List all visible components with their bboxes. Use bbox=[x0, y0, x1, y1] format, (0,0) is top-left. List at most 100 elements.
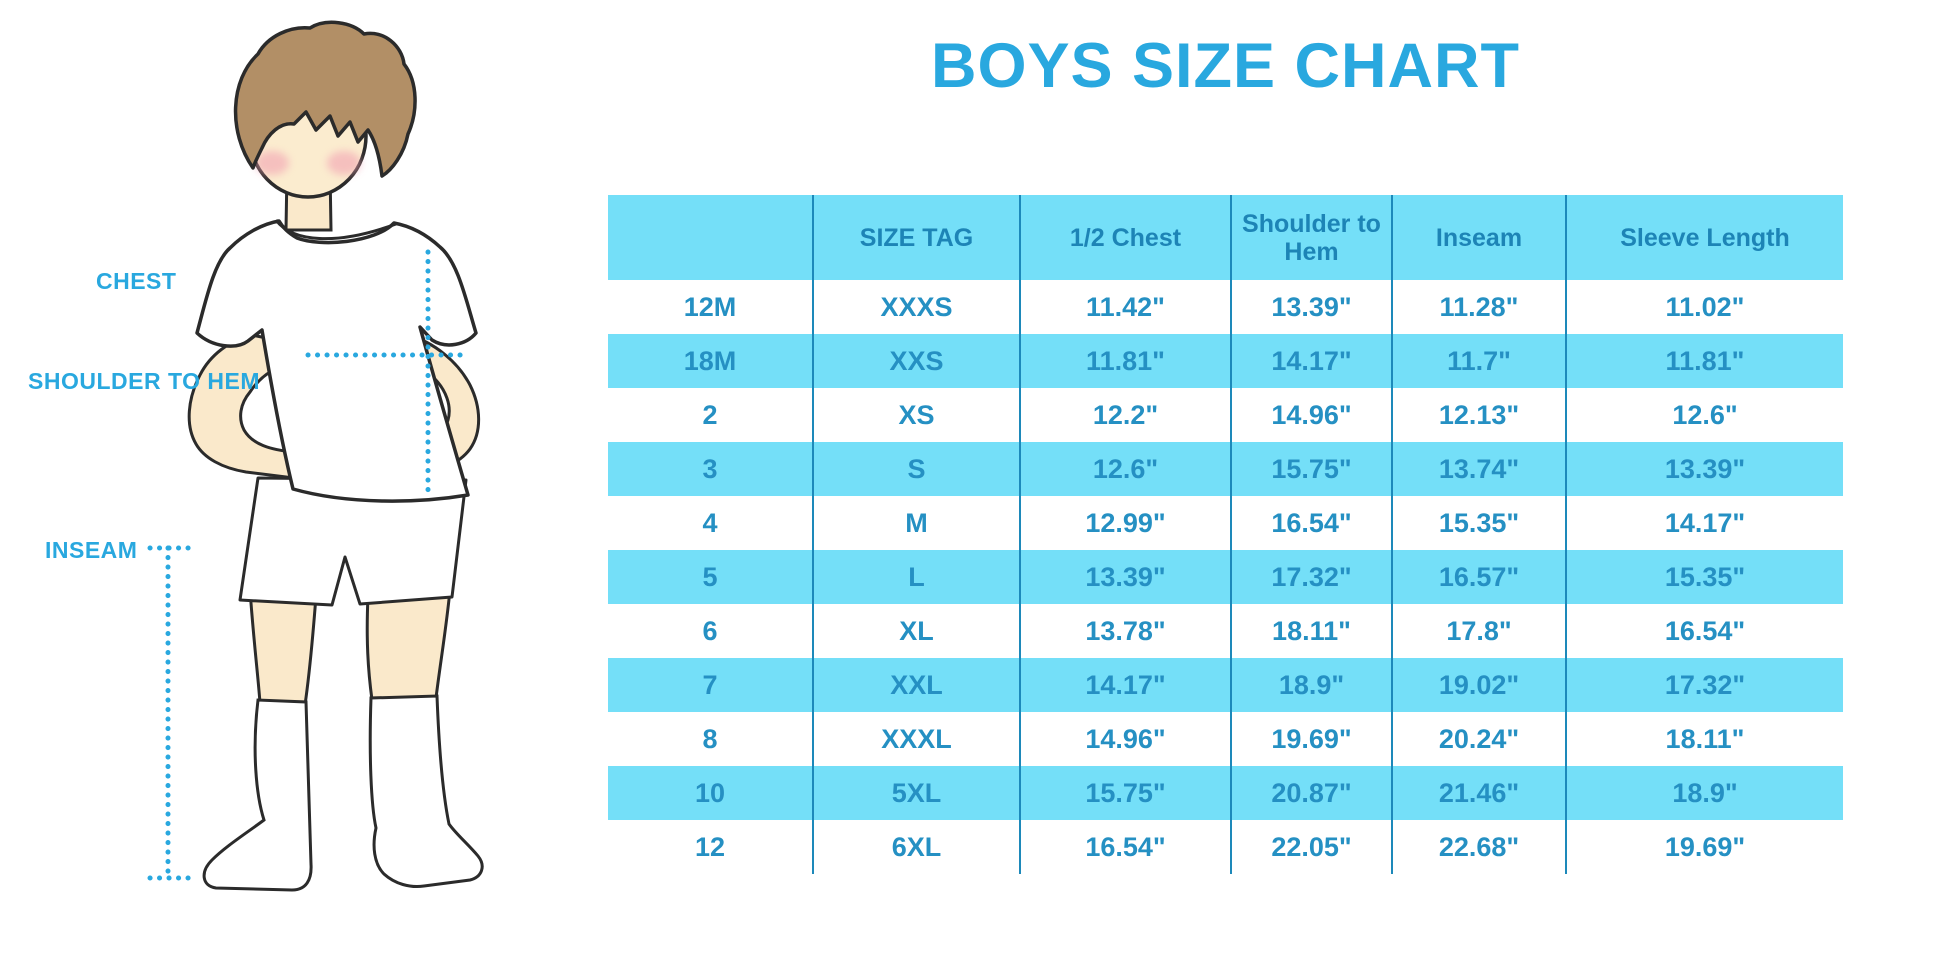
table-row: 6 XL 13.78" 18.11" 17.8" 16.54" bbox=[608, 604, 1843, 658]
boy-blush-right bbox=[327, 151, 361, 175]
table-cell: 12M bbox=[683, 291, 737, 322]
table-row: 18M XXS 11.81" 14.17" 11.7" 11.81" bbox=[608, 334, 1843, 388]
boy-blush-left bbox=[255, 151, 289, 175]
table-cell: M bbox=[812, 496, 1019, 550]
table-cell: 12.6" bbox=[1565, 388, 1843, 442]
table-cell: 15.35" bbox=[1565, 550, 1843, 604]
table-cell: 12 bbox=[694, 831, 726, 862]
table-cell: 16.57" bbox=[1391, 550, 1565, 604]
table-cell: 11.28" bbox=[1391, 280, 1565, 334]
table-cell: 16.54" bbox=[1565, 604, 1843, 658]
table-cell: XS bbox=[812, 388, 1019, 442]
header-cell-inseam: Inseam bbox=[1391, 195, 1565, 280]
table-cell: 12.99" bbox=[1019, 496, 1230, 550]
table-cell: 21.46" bbox=[1391, 766, 1565, 820]
table-cell: 13.78" bbox=[1019, 604, 1230, 658]
boy-shorts bbox=[238, 476, 468, 607]
table-cell: 3 bbox=[702, 453, 718, 484]
header-cell-sleeve-length: Sleeve Length bbox=[1565, 195, 1843, 280]
table-cell: 12.2" bbox=[1019, 388, 1230, 442]
boy-left-sock bbox=[202, 698, 313, 892]
table-cell: 17.8" bbox=[1391, 604, 1565, 658]
table-cell: 14.17" bbox=[1565, 496, 1843, 550]
boy-measurement-figure: CHEST SHOULDER TO HEM INSEAM bbox=[0, 0, 580, 973]
table-cell: 18.11" bbox=[1230, 604, 1391, 658]
shoulder-to-hem-label: SHOULDER TO HEM bbox=[28, 368, 260, 394]
boy-shirt-collar bbox=[274, 219, 397, 241]
table-cell: 22.05" bbox=[1230, 820, 1391, 874]
table-cell: 7 bbox=[702, 669, 718, 700]
table-cell: 6 bbox=[702, 615, 718, 646]
table-row: 4 M 12.99" 16.54" 15.35" 14.17" bbox=[608, 496, 1843, 550]
table-cell: 8 bbox=[702, 723, 718, 754]
header-cell-blank bbox=[608, 195, 812, 280]
table-cell: 19.02" bbox=[1391, 658, 1565, 712]
table-cell: 5XL bbox=[812, 766, 1019, 820]
table-row: 5 L 13.39" 17.32" 16.57" 15.35" bbox=[608, 550, 1843, 604]
table-cell: 14.17" bbox=[1019, 658, 1230, 712]
table-cell: 19.69" bbox=[1230, 712, 1391, 766]
table-cell: 16.54" bbox=[1019, 820, 1230, 874]
chest-label: CHEST bbox=[96, 268, 177, 294]
boy-hair bbox=[233, 20, 417, 178]
table-cell: 15.75" bbox=[1230, 442, 1391, 496]
table-cell: 13.39" bbox=[1230, 280, 1391, 334]
header-cell-size-tag: SIZE TAG bbox=[812, 195, 1019, 280]
size-table: SIZE TAG 1/2 Chest Shoulder to Hem Insea… bbox=[608, 195, 1843, 874]
table-header-row: SIZE TAG 1/2 Chest Shoulder to Hem Insea… bbox=[608, 195, 1843, 280]
table-cell: 18M bbox=[683, 345, 737, 376]
table-cell: 13.74" bbox=[1391, 442, 1565, 496]
table-cell: 17.32" bbox=[1230, 550, 1391, 604]
table-cell: 18.9" bbox=[1565, 766, 1843, 820]
boy-right-leg bbox=[365, 588, 452, 702]
table-cell: 12.13" bbox=[1391, 388, 1565, 442]
table-row: 8 XXXL 14.96" 19.69" 20.24" 18.11" bbox=[608, 712, 1843, 766]
boy-left-leg bbox=[248, 588, 318, 707]
table-cell: 11.02" bbox=[1565, 280, 1843, 334]
table-cell: XXL bbox=[812, 658, 1019, 712]
table-cell: 19.69" bbox=[1565, 820, 1843, 874]
table-cell: 17.32" bbox=[1565, 658, 1843, 712]
table-cell: 20.87" bbox=[1230, 766, 1391, 820]
table-cell: 18.11" bbox=[1565, 712, 1843, 766]
header-cell-shoulder-hem: Shoulder to Hem bbox=[1230, 195, 1391, 280]
table-cell: 14.96" bbox=[1230, 388, 1391, 442]
inseam-label: INSEAM bbox=[45, 537, 138, 563]
table-cell: 5 bbox=[702, 561, 718, 592]
table-cell: 12.6" bbox=[1019, 442, 1230, 496]
table-row: 3 S 12.6" 15.75" 13.74" 13.39" bbox=[608, 442, 1843, 496]
table-cell: 11.81" bbox=[1019, 334, 1230, 388]
table-cell: L bbox=[812, 550, 1019, 604]
table-cell: XXS bbox=[812, 334, 1019, 388]
header-cell-half-chest: 1/2 Chest bbox=[1019, 195, 1230, 280]
size-table-body: 12M XXXS 11.42" 13.39" 11.28" 11.02" 18M XXS 11.… bbox=[608, 280, 1843, 874]
boy-illustration bbox=[147, 20, 484, 892]
table-cell: XXXL bbox=[812, 712, 1019, 766]
table-row: 12 6XL 16.54" 22.05" 22.68" 19.69" bbox=[608, 820, 1843, 874]
table-cell: 13.39" bbox=[1565, 442, 1843, 496]
table-cell: 4 bbox=[702, 507, 718, 538]
table-cell: 11.7" bbox=[1391, 334, 1565, 388]
boy-right-sock bbox=[368, 694, 484, 888]
boy-shirt bbox=[195, 219, 478, 503]
table-cell: 14.96" bbox=[1019, 712, 1230, 766]
table-cell: XXXS bbox=[812, 280, 1019, 334]
table-cell: XL bbox=[812, 604, 1019, 658]
table-cell: 10 bbox=[694, 777, 726, 808]
table-cell: 22.68" bbox=[1391, 820, 1565, 874]
table-cell: 18.9" bbox=[1230, 658, 1391, 712]
table-cell: S bbox=[812, 442, 1019, 496]
table-cell: 20.24" bbox=[1391, 712, 1565, 766]
table-row: 7 XXL 14.17" 18.9" 19.02" 17.32" bbox=[608, 658, 1843, 712]
table-cell: 11.81" bbox=[1565, 334, 1843, 388]
table-cell: 15.35" bbox=[1391, 496, 1565, 550]
table-cell: 6XL bbox=[812, 820, 1019, 874]
table-cell: 2 bbox=[702, 399, 718, 430]
table-row: 12M XXXS 11.42" 13.39" 11.28" 11.02" bbox=[608, 280, 1843, 334]
table-row: 2 XS 12.2" 14.96" 12.13" 12.6" bbox=[608, 388, 1843, 442]
table-cell: 11.42" bbox=[1019, 280, 1230, 334]
table-cell: 14.17" bbox=[1230, 334, 1391, 388]
table-row: 10 5XL 15.75" 20.87" 21.46" 18.9" bbox=[608, 766, 1843, 820]
table-cell: 13.39" bbox=[1019, 550, 1230, 604]
table-cell: 15.75" bbox=[1019, 766, 1230, 820]
